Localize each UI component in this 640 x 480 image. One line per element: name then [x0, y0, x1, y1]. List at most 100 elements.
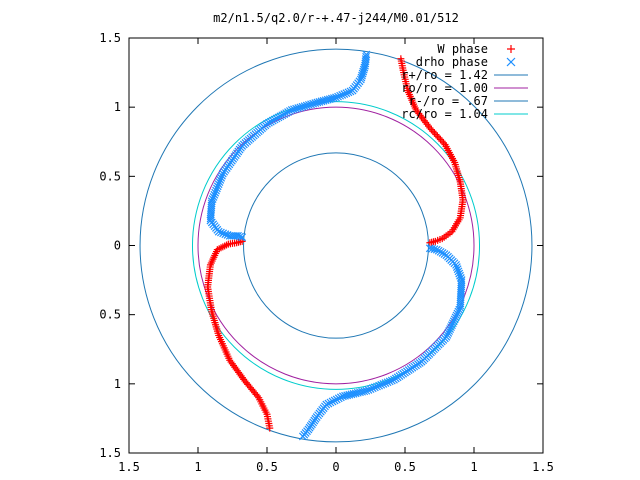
circle-r-ring	[139, 48, 533, 443]
drho-phase-point	[447, 321, 456, 330]
chart-title: m2/n1.5/q2.0/r-+.47-j244/M0.01/512	[213, 11, 459, 25]
drho-phase-point	[373, 382, 381, 391]
drho-phase-point	[298, 432, 307, 441]
axis-ticks: 1.5 1 0.5 0 0.5 1 1.51.510.500.511.5	[99, 31, 554, 474]
drho-phase-point	[292, 104, 301, 113]
drho-phase-point	[216, 228, 225, 237]
w-phase-point	[426, 124, 434, 132]
legend-label: rc/ro = 1.04	[401, 107, 488, 121]
drho-phase-point	[300, 102, 309, 111]
w-phase-point	[436, 136, 444, 144]
w-phase-point	[438, 137, 446, 145]
drho-phase-point	[456, 271, 464, 280]
drho-phase-point	[456, 303, 465, 312]
drho-phase-point	[304, 100, 313, 109]
drho-phase-point	[221, 230, 230, 239]
drho-phase-point	[446, 325, 455, 333]
drho-phase-point	[326, 398, 335, 407]
drho-phase-point	[290, 105, 298, 114]
legend-label: ro/ro = 1.00	[401, 81, 488, 95]
drho-phase-point	[377, 380, 386, 389]
drho-phase-point	[453, 265, 462, 274]
legend-label: r-/ro = .67	[409, 94, 488, 108]
drho-phase-point	[309, 99, 318, 108]
reference-circles	[139, 48, 533, 443]
drho-phase-point	[212, 186, 220, 195]
drho-phase-point	[390, 375, 398, 384]
drho-phase-point	[334, 394, 343, 403]
drho-phase-point	[236, 232, 245, 241]
w-phase-point	[440, 139, 448, 147]
drho-phase-point	[341, 391, 349, 400]
drho-phase-point	[218, 171, 226, 180]
circle-ro-ring	[197, 106, 475, 385]
legend-label: drho phase	[416, 55, 488, 69]
drho-phase-point	[383, 378, 392, 387]
w-phase-point	[253, 392, 261, 400]
circle-r-ring	[243, 152, 429, 339]
drho-phase-point	[444, 329, 453, 337]
drho-phase-point	[455, 269, 464, 278]
drho-phase-point	[238, 233, 247, 242]
drho-phase-point	[219, 229, 228, 238]
drho-phase-point	[218, 169, 227, 178]
drho-phase-point	[342, 89, 351, 98]
drho-phase-point	[381, 379, 390, 388]
drho-phase-point	[443, 330, 452, 339]
y-tick-label: 1	[114, 100, 121, 114]
drho-phase-point	[307, 100, 315, 109]
drho-phase-point	[209, 193, 218, 201]
drho-phase-point	[452, 263, 461, 271]
w-phase-point	[433, 132, 441, 140]
drho-phase-point	[387, 376, 396, 385]
drho-phase-point	[445, 327, 454, 335]
y-tick-label: 0.5	[99, 169, 121, 183]
drho-phase-point	[375, 381, 384, 390]
phase-points	[204, 50, 467, 441]
y-tick-label: 1.5	[99, 31, 121, 45]
drho-phase-point	[336, 393, 345, 402]
drho-phase-point	[454, 267, 463, 276]
x-tick-label: 1	[194, 460, 201, 474]
drho-phase-point	[340, 90, 349, 98]
w-phase-point	[426, 239, 434, 247]
w-phase-point	[266, 424, 274, 432]
drho-phase-point	[214, 227, 223, 236]
drho-phase-point	[450, 315, 459, 324]
drho-phase-point	[217, 173, 226, 182]
drho-phase-point	[454, 307, 463, 316]
drho-phase-point	[294, 104, 303, 112]
drho-phase-point	[348, 86, 357, 95]
drho-phase-point	[425, 244, 434, 253]
drho-phase-point	[385, 377, 394, 386]
x-tick-label: 1.5	[532, 460, 554, 474]
drho-phase-point	[311, 99, 320, 107]
y-tick-label: 1.5	[99, 446, 121, 460]
drho-phase-point	[330, 396, 339, 405]
drho-phase-point	[215, 178, 224, 187]
w-phase-point	[507, 45, 515, 53]
drho-phase-point	[234, 231, 242, 240]
drho-phase-point	[370, 383, 379, 392]
drho-phase-point	[213, 182, 222, 191]
x-tick-label: 0	[332, 460, 339, 474]
drho-phase-point	[452, 260, 460, 269]
drho-phase-point	[210, 190, 219, 199]
w-phase-point	[430, 129, 438, 137]
drho-phase-point	[344, 88, 353, 97]
drho-phase-point	[216, 176, 225, 184]
drho-phase-point	[430, 245, 439, 254]
drho-phase-point	[364, 385, 373, 394]
drho-phase-point	[211, 188, 220, 197]
drho-phase-point	[366, 385, 375, 393]
y-tick-label: 0	[114, 239, 121, 253]
drho-phase-point	[357, 73, 366, 82]
legend-label: W phase	[437, 42, 488, 56]
x-tick-label: 1.5	[118, 460, 140, 474]
drho-phase-point	[302, 101, 311, 110]
drho-phase-point	[379, 380, 388, 388]
drho-phase-point	[296, 103, 305, 112]
x-tick-label: 1	[470, 460, 477, 474]
